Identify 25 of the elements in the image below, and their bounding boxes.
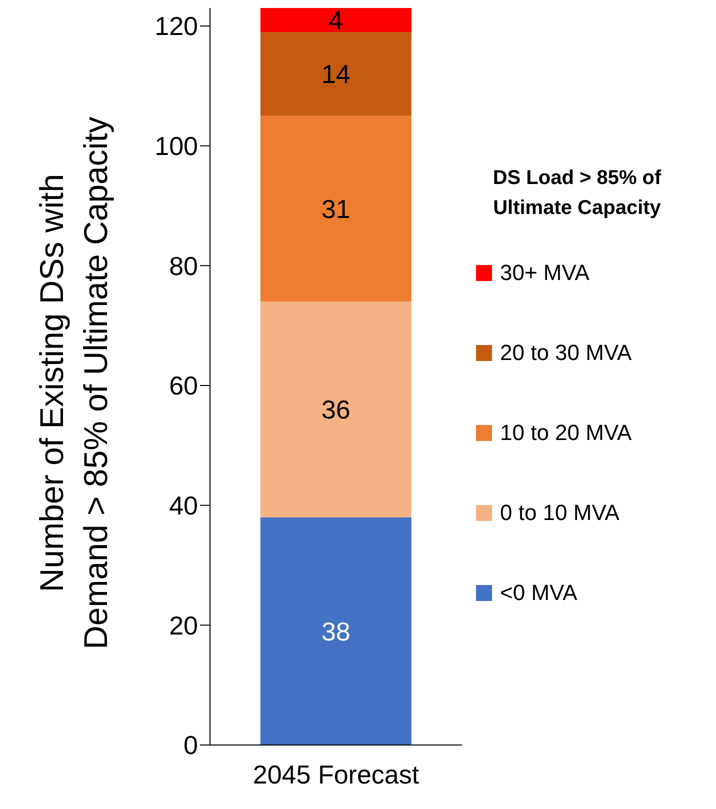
legend-title: DS Load > 85% of Ultimate Capacity	[492, 166, 662, 221]
y-tick-label: 80	[169, 250, 198, 281]
data-label: 14	[321, 59, 350, 90]
y-axis-title: Number of Existing DSs with Demand > 85% of Ultimate Capacity	[33, 116, 114, 650]
x-tick-label: 2045 Forecast	[252, 759, 420, 790]
y-tick-label: 0	[184, 730, 198, 760]
y-tick-label: 60	[169, 370, 198, 401]
bar	[260, 517, 412, 745]
legend-label: 0 to 10 MVA	[500, 500, 620, 526]
data-label: 31	[321, 194, 350, 224]
y-tick-label: 100	[154, 131, 198, 162]
bar	[260, 116, 412, 302]
legend-label: 10 to 20 MVA	[500, 420, 632, 446]
legend-label: 30+ MVA	[500, 260, 590, 286]
y-tick-label: 20	[169, 610, 198, 640]
data-label: 36	[321, 394, 350, 425]
legend-label: 20 to 30 MVA	[500, 340, 632, 366]
bar	[260, 302, 412, 518]
y-tick-label: 40	[169, 490, 198, 521]
data-label: 38	[321, 616, 350, 646]
legend-label: <0 MVA	[500, 580, 578, 606]
bar	[260, 8, 412, 32]
bar	[260, 32, 412, 116]
y-tick-label: 120	[154, 11, 198, 42]
data-label: 4	[328, 5, 344, 36]
